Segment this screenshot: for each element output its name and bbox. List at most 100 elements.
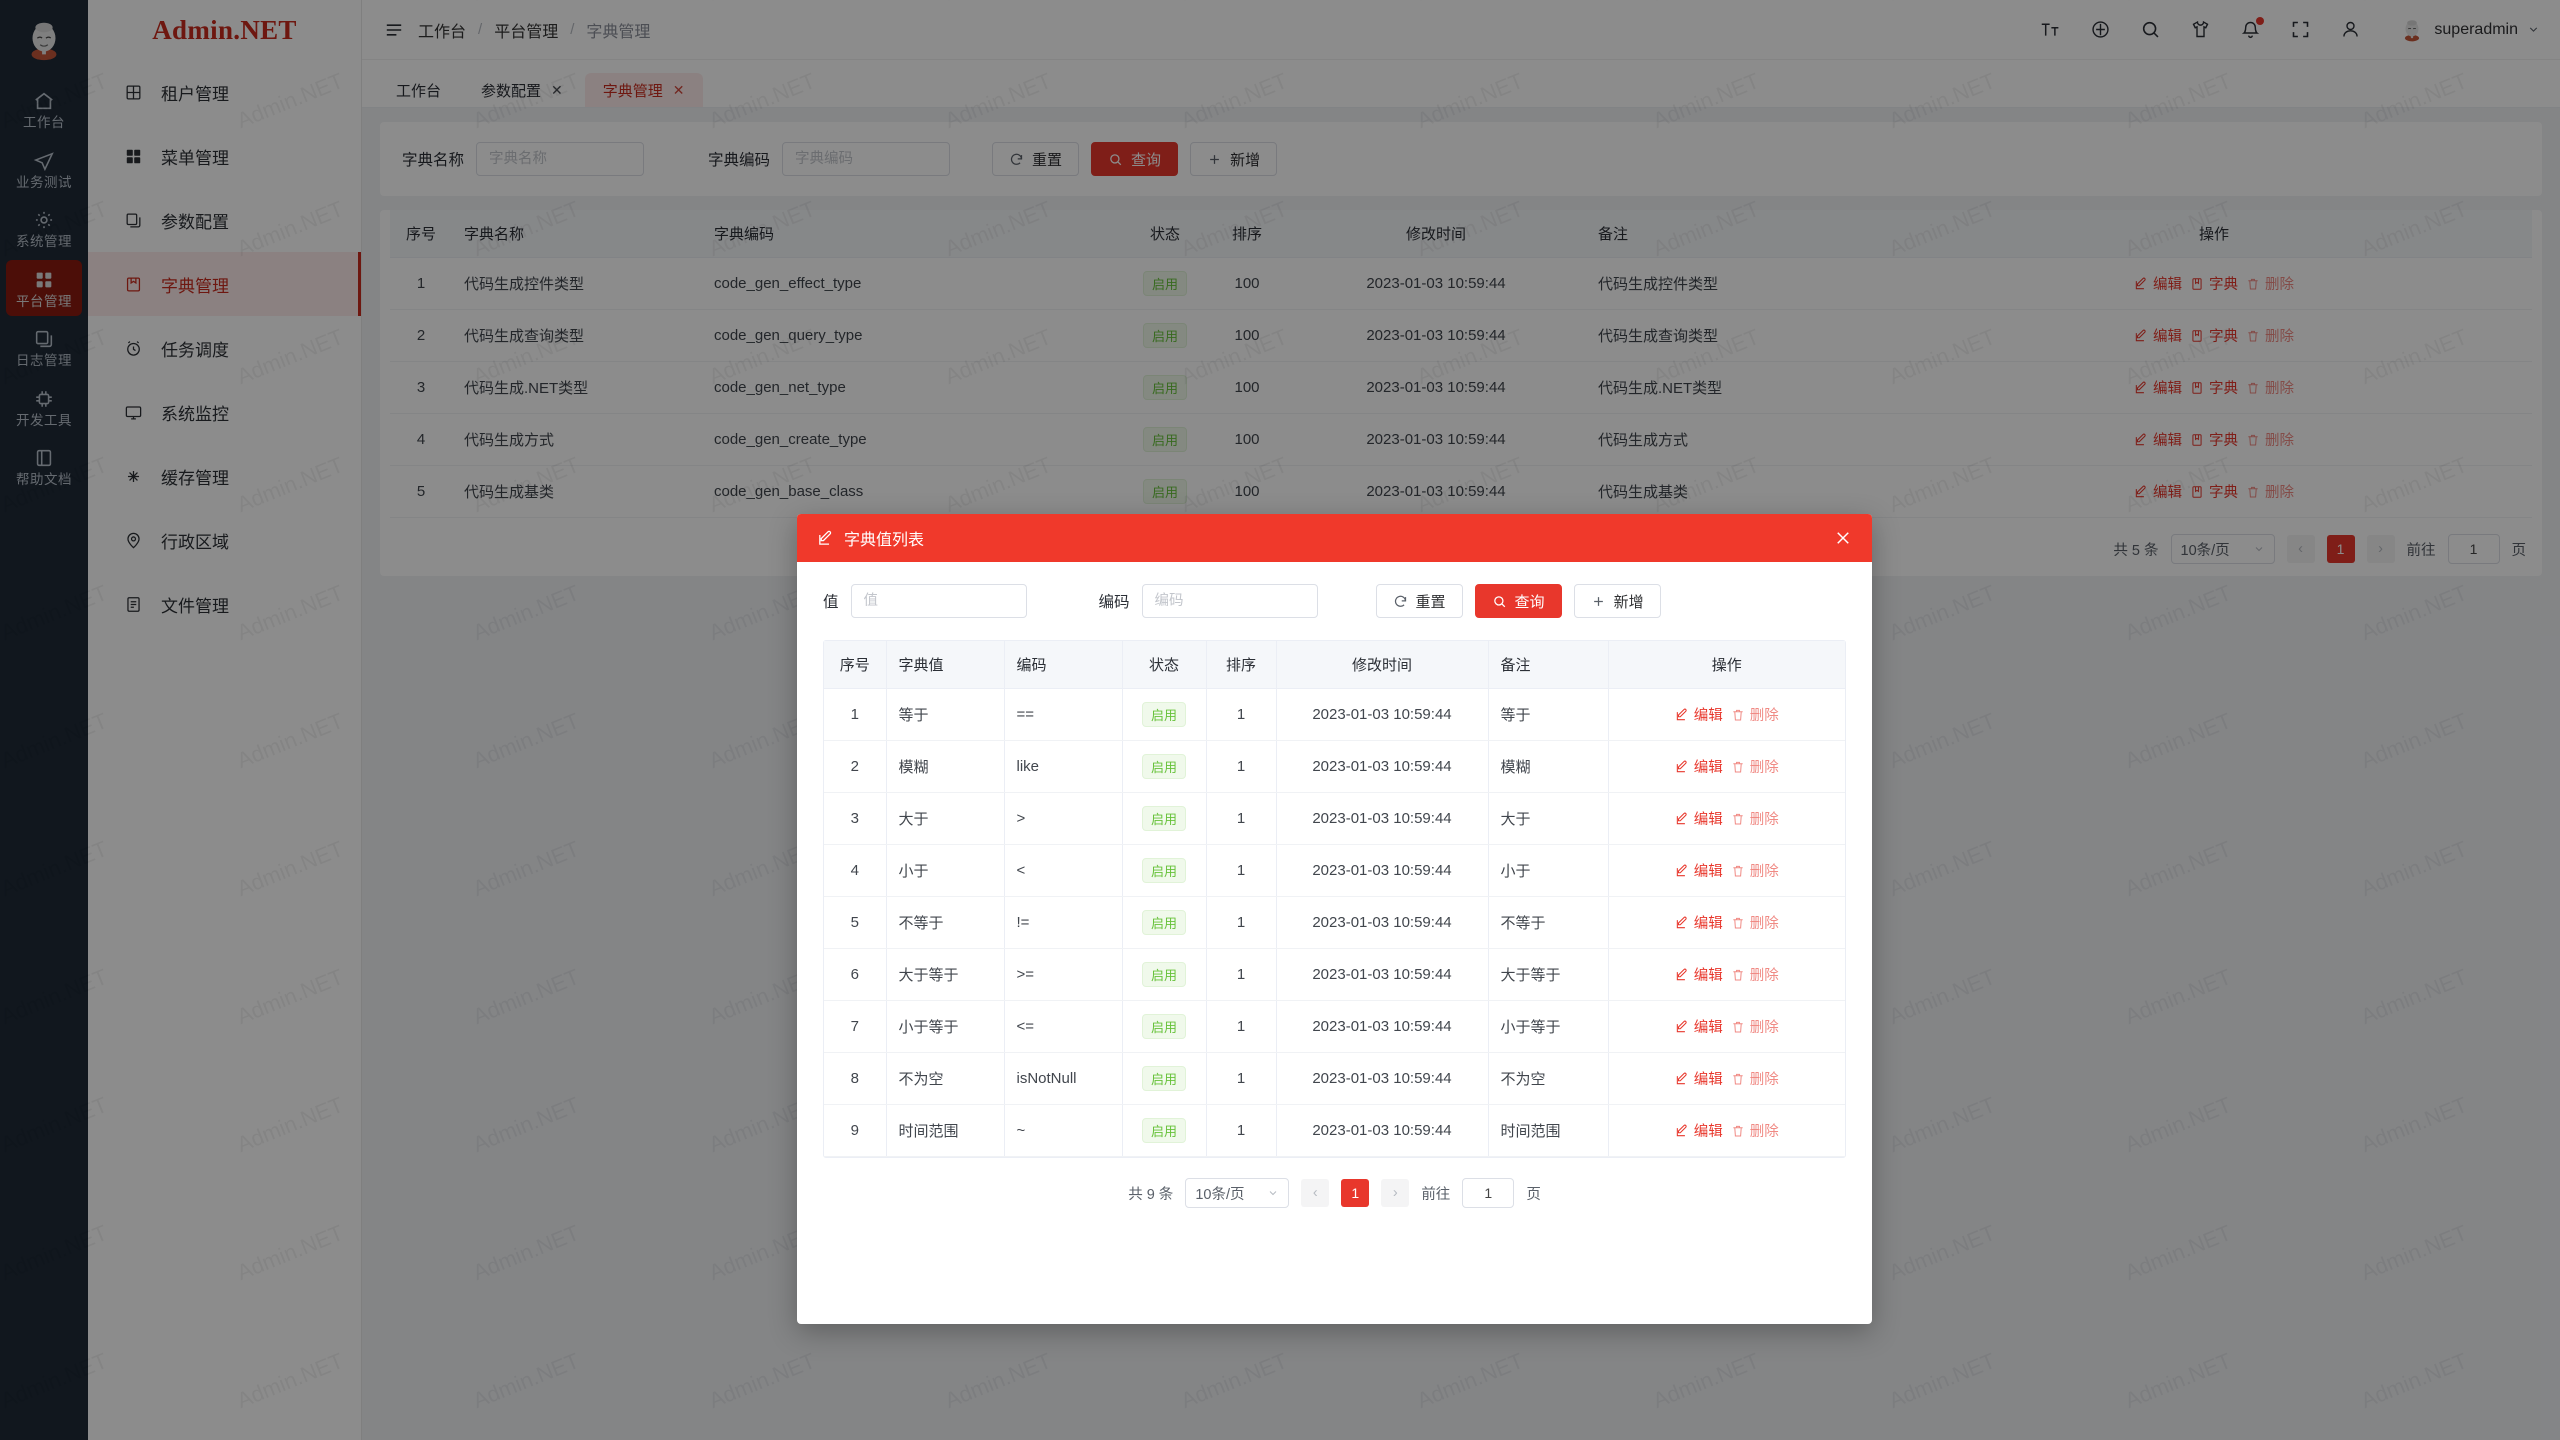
- row-delete-button[interactable]: 删除: [1731, 1068, 1779, 1089]
- row-edit-button[interactable]: 编辑: [2134, 273, 2182, 294]
- chevron-down-icon[interactable]: [2527, 23, 2540, 36]
- pagination-goto-input[interactable]: [2447, 534, 2500, 564]
- tab-param-config[interactable]: 参数配置 ✕: [463, 73, 581, 107]
- row-edit-button[interactable]: 编辑: [1675, 704, 1723, 725]
- sidebar-item-business-test[interactable]: 业务测试: [6, 141, 82, 198]
- dictionary-icon: [2192, 277, 2202, 290]
- search-icon[interactable]: [2140, 19, 2161, 40]
- sidebar-item-file-management[interactable]: 文件管理: [88, 572, 361, 636]
- sidebar-item-task-schedule[interactable]: 任务调度: [88, 316, 361, 380]
- modal-code-input[interactable]: [1141, 584, 1318, 618]
- pagination-next-button[interactable]: ›: [2366, 535, 2395, 563]
- page-size-select[interactable]: 10条/页: [1185, 1178, 1290, 1208]
- sidebar-item-dictionary-management[interactable]: 字典管理: [88, 252, 361, 316]
- row-edit-button[interactable]: 编辑: [2134, 325, 2182, 346]
- edit-icon: [1676, 1072, 1687, 1084]
- table-row: 9 时间范围 ~ 启用 1 2023-01-03 10:59:44 时间范围 编辑 删除: [824, 1104, 1845, 1157]
- sidebar-item-system-management[interactable]: 系统管理: [6, 200, 82, 257]
- row-edit-button[interactable]: 编辑: [1675, 860, 1723, 881]
- sidebar-item-log-management[interactable]: 日志管理: [6, 319, 82, 376]
- row-delete-button[interactable]: 删除: [1731, 1016, 1779, 1037]
- dict-code-input[interactable]: [782, 142, 951, 176]
- font-size-icon[interactable]: [2040, 19, 2061, 40]
- reset-button[interactable]: 重置: [992, 142, 1080, 176]
- row-delete-button[interactable]: 删除: [1731, 860, 1779, 881]
- page-size-select[interactable]: 10条/页: [2170, 534, 2275, 564]
- cell-order: 1: [1206, 896, 1277, 949]
- row-delete-button[interactable]: 删除: [1731, 964, 1779, 985]
- row-edit-button[interactable]: 编辑: [1675, 1068, 1723, 1089]
- modal-value-input[interactable]: [850, 584, 1027, 618]
- sidebar-item-menu-management[interactable]: 菜单管理: [88, 124, 361, 188]
- tab-dictionary-management[interactable]: 字典管理 ✕: [584, 73, 703, 107]
- row-dict-button[interactable]: 字典: [2190, 481, 2238, 502]
- user-icon[interactable]: [2340, 19, 2361, 40]
- row-delete-button[interactable]: 删除: [1731, 1120, 1779, 1141]
- sidebar-item-param-config[interactable]: 参数配置: [88, 188, 361, 252]
- pagination-page-1[interactable]: 1: [2326, 535, 2355, 563]
- skin-icon[interactable]: [2190, 19, 2211, 40]
- cell-code: ==: [1004, 688, 1123, 741]
- sidebar-item-workbench[interactable]: 工作台: [6, 81, 82, 138]
- cell-no: 5: [390, 465, 452, 518]
- modal-search-button[interactable]: 查询: [1474, 584, 1562, 618]
- row-edit-button[interactable]: 编辑: [1675, 912, 1723, 933]
- hamburger-icon[interactable]: [384, 22, 404, 38]
- theme-icon[interactable]: [2090, 19, 2111, 40]
- sidebar-item-label: 缓存管理: [161, 468, 229, 488]
- breadcrumb-item-0[interactable]: 工作台: [418, 23, 467, 41]
- row-edit-button[interactable]: 编辑: [1675, 756, 1723, 777]
- dict-name-input[interactable]: [476, 142, 645, 176]
- pagination-prev-button[interactable]: ‹: [1301, 1179, 1330, 1207]
- user-menu[interactable]: superadmin: [2399, 17, 2540, 43]
- row-delete-button[interactable]: 删除: [2246, 429, 2294, 450]
- row-edit-button[interactable]: 编辑: [2134, 429, 2182, 450]
- row-edit-button[interactable]: 编辑: [2134, 377, 2182, 398]
- pagination-prev-button[interactable]: ‹: [2286, 535, 2315, 563]
- sidebar-item-platform-management[interactable]: 平台管理: [6, 259, 82, 316]
- row-dict-button[interactable]: 字典: [2190, 377, 2238, 398]
- bell-icon[interactable]: [2240, 19, 2261, 40]
- sidebar-item-tenant-management[interactable]: 租户管理: [88, 60, 361, 124]
- sidebar-item-system-monitor[interactable]: 系统监控: [88, 380, 361, 444]
- modal-reset-button[interactable]: 重置: [1375, 584, 1463, 618]
- fullscreen-icon[interactable]: [2290, 19, 2311, 40]
- breadcrumb-item-1[interactable]: 平台管理: [494, 23, 559, 41]
- row-edit-button[interactable]: 编辑: [1675, 1120, 1723, 1141]
- row-delete-button[interactable]: 删除: [2246, 273, 2294, 294]
- gear-icon: [35, 211, 53, 229]
- row-delete-button[interactable]: 删除: [2246, 325, 2294, 346]
- row-delete-button[interactable]: 删除: [2246, 377, 2294, 398]
- row-edit-button[interactable]: 编辑: [1675, 808, 1723, 829]
- sidebar-item-cache-management[interactable]: 缓存管理: [88, 444, 361, 508]
- add-button[interactable]: 新增: [1190, 142, 1278, 176]
- sidebar-item-label: 日志管理: [16, 353, 72, 368]
- row-delete-button[interactable]: 删除: [1731, 704, 1779, 725]
- row-edit-button[interactable]: 编辑: [1675, 964, 1723, 985]
- row-delete-button[interactable]: 删除: [1731, 912, 1779, 933]
- row-action-group: 编辑 删除: [1621, 964, 1834, 985]
- sidebar-item-dev-tools[interactable]: 开发工具: [6, 379, 82, 436]
- close-icon[interactable]: ✕: [672, 82, 685, 98]
- close-icon[interactable]: ✕: [551, 82, 563, 98]
- row-delete-button[interactable]: 删除: [1731, 808, 1779, 829]
- row-edit-button[interactable]: 编辑: [2134, 481, 2182, 502]
- tab-workbench[interactable]: 工作台: [378, 73, 459, 107]
- row-dict-button[interactable]: 字典: [2190, 429, 2238, 450]
- sidebar-item-help-docs[interactable]: 帮助文档: [6, 438, 82, 495]
- pagination-next-button[interactable]: ›: [1381, 1179, 1410, 1207]
- row-delete-button[interactable]: 删除: [2246, 481, 2294, 502]
- row-dict-button[interactable]: 字典: [2190, 273, 2238, 294]
- cell-code: <=: [1004, 1000, 1123, 1053]
- sidebar-item-label: 系统监控: [161, 404, 229, 424]
- row-dict-button[interactable]: 字典: [2190, 325, 2238, 346]
- notification-wrapper[interactable]: [2240, 17, 2265, 40]
- pagination-page-1[interactable]: 1: [1341, 1179, 1370, 1207]
- close-icon[interactable]: [1834, 529, 1852, 547]
- pagination-goto-input[interactable]: [1462, 1178, 1515, 1208]
- search-button[interactable]: 查询: [1091, 142, 1179, 176]
- modal-add-button[interactable]: 新增: [1573, 584, 1661, 618]
- row-delete-button[interactable]: 删除: [1731, 756, 1779, 777]
- sidebar-item-administrative-region[interactable]: 行政区域: [88, 508, 361, 572]
- row-edit-button[interactable]: 编辑: [1675, 1016, 1723, 1037]
